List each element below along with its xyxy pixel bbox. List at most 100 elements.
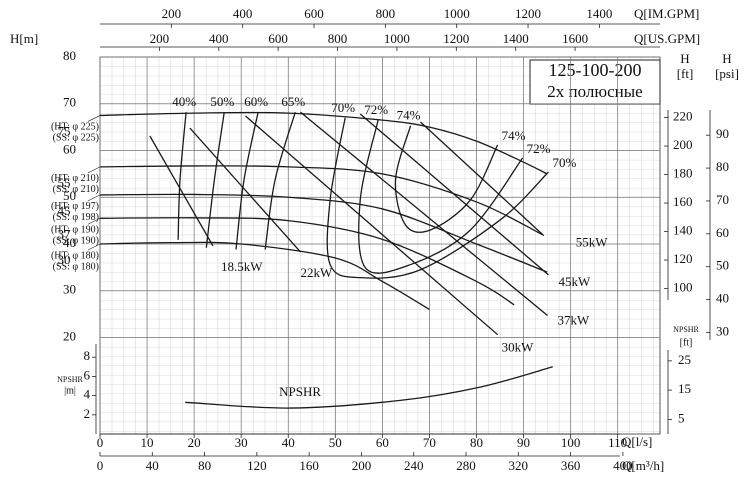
- y-tick-label: 20: [63, 328, 76, 343]
- psi-axis-unit: [psi]: [715, 66, 739, 81]
- x2-tick-label: 360: [561, 458, 581, 473]
- efficiency-curve: [326, 117, 549, 279]
- efficiency-label: 74%: [397, 108, 421, 123]
- usgpm-tick-label: 400: [209, 31, 229, 46]
- efficiency-label: 70%: [552, 155, 576, 170]
- x2-tick-label: 120: [247, 458, 267, 473]
- ft-axis-unit: [ft]: [677, 66, 694, 81]
- chart-subtitle: 2х полюсные: [547, 82, 642, 101]
- power-curve: [420, 121, 545, 237]
- npshr-label: NPSHR: [279, 384, 321, 399]
- psi-tick-label: 60: [716, 225, 729, 240]
- npsh-m-tick-label: 8: [84, 348, 91, 363]
- npsh-m-tick-label: 2: [84, 406, 91, 421]
- series-name: (HT: φ 180): [51, 250, 99, 261]
- head-curve: [99, 165, 543, 236]
- npsh-m-tick-label: 6: [84, 367, 91, 382]
- x2-tick-label: 40: [146, 458, 159, 473]
- efficiency-curve: [177, 112, 187, 240]
- series-name: (HT: φ 225): [51, 122, 99, 133]
- imgpm-tick-label: 800: [376, 6, 396, 21]
- psi-tick-label: 40: [716, 291, 729, 306]
- series-name2: (SS: φ 225): [53, 133, 99, 144]
- power-curve: [244, 115, 499, 336]
- head-curve: [99, 217, 515, 306]
- psi-tick-label: 30: [716, 323, 729, 338]
- usgpm-tick-label: 1600: [562, 31, 588, 46]
- power-label: 22kW: [300, 265, 333, 280]
- usgpm-tick-label: 1400: [503, 31, 529, 46]
- x2-tick-label: 320: [509, 458, 529, 473]
- y-tick-label: 50: [63, 188, 76, 203]
- power-label: 45kW: [558, 274, 591, 289]
- y-tick-label: 40: [63, 235, 76, 250]
- usgpm-tick-label: 800: [328, 31, 348, 46]
- series-name: (HT: φ 197): [51, 201, 99, 212]
- x-tick-label: 70: [423, 435, 436, 450]
- imgpm-axis-title: Q[IM.GPM]: [634, 6, 699, 21]
- title-box: [529, 59, 661, 105]
- head-curve: [99, 241, 430, 311]
- npsh-m-title: NPSHR: [57, 375, 83, 384]
- x2-tick-label: 280: [456, 458, 476, 473]
- series-label: 75: [58, 123, 71, 138]
- power-label: 37kW: [558, 313, 591, 328]
- usgpm-axis-title: Q[US.GPM]: [634, 31, 700, 46]
- ft-tick-label: 140: [673, 223, 693, 238]
- efficiency-curve: [235, 112, 259, 250]
- imgpm-tick-label: 1000: [444, 6, 470, 21]
- label-leader: [87, 194, 101, 202]
- imgpm-tick-label: 600: [304, 6, 324, 21]
- npshr-curve: [185, 366, 553, 409]
- series-name2: (SS: φ 180): [53, 261, 99, 272]
- x2-tick-label: 160: [299, 458, 319, 473]
- npsh-m-unit: |m|: [64, 385, 76, 396]
- chart-title: 125-100-200: [549, 60, 642, 80]
- efficiency-label: 74%: [502, 128, 526, 143]
- imgpm-tick-label: 400: [233, 6, 253, 21]
- x-tick-label: 80: [470, 435, 483, 450]
- x-tick-label: 10: [141, 435, 154, 450]
- series-name2: (SS: φ 190): [53, 236, 99, 247]
- efficiency-label: 50%: [210, 94, 234, 109]
- efficiency-curve: [358, 119, 524, 274]
- power-label: 18.5kW: [221, 259, 263, 274]
- series-name2: (SS: φ 198): [53, 212, 99, 223]
- head-curve: [99, 111, 548, 175]
- power-label: 30kW: [502, 340, 535, 355]
- x-tick-label: 20: [188, 435, 201, 450]
- psi-axis-title: H: [722, 51, 731, 66]
- npsh-ft-tick-label: 5: [678, 410, 685, 425]
- label-leader: [87, 218, 101, 225]
- x-tick-label: 100: [561, 435, 581, 450]
- label-leader: [87, 243, 101, 251]
- x2-tick-label: 240: [404, 458, 424, 473]
- x-axis-title: Q[l/s]: [622, 434, 652, 449]
- ft-tick-label: 220: [673, 109, 693, 124]
- x2-axis-title: Q[m³/h]: [622, 458, 664, 473]
- series-name: (HT: φ 190): [51, 225, 99, 236]
- y-tick-label: 80: [63, 48, 76, 63]
- label-leader: [87, 166, 101, 174]
- npsh-ft-title: NPSHR: [673, 325, 699, 334]
- psi-tick-label: 80: [716, 159, 729, 174]
- efficiency-curve: [205, 112, 225, 248]
- ft-tick-label: 160: [673, 194, 693, 209]
- efficiency-curve: [394, 125, 499, 234]
- npsh-ft-unit: [ft]: [680, 337, 693, 348]
- imgpm-tick-label: 1200: [515, 6, 541, 21]
- efficiency-label: 70%: [331, 100, 355, 115]
- efficiency-label: 72%: [364, 102, 388, 117]
- series-label: 37: [58, 226, 72, 241]
- efficiency-label: 72%: [527, 141, 551, 156]
- npsh-m-tick-label: 4: [84, 387, 91, 402]
- x-tick-label: 90: [517, 435, 530, 450]
- series-label: 55: [58, 175, 71, 190]
- power-curve: [359, 113, 549, 276]
- usgpm-tick-label: 1000: [384, 31, 410, 46]
- power-label: 55kW: [576, 235, 609, 250]
- ft-tick-label: 100: [673, 280, 693, 295]
- series-name2: (SS: φ 210): [53, 184, 99, 195]
- imgpm-tick-label: 1400: [586, 6, 612, 21]
